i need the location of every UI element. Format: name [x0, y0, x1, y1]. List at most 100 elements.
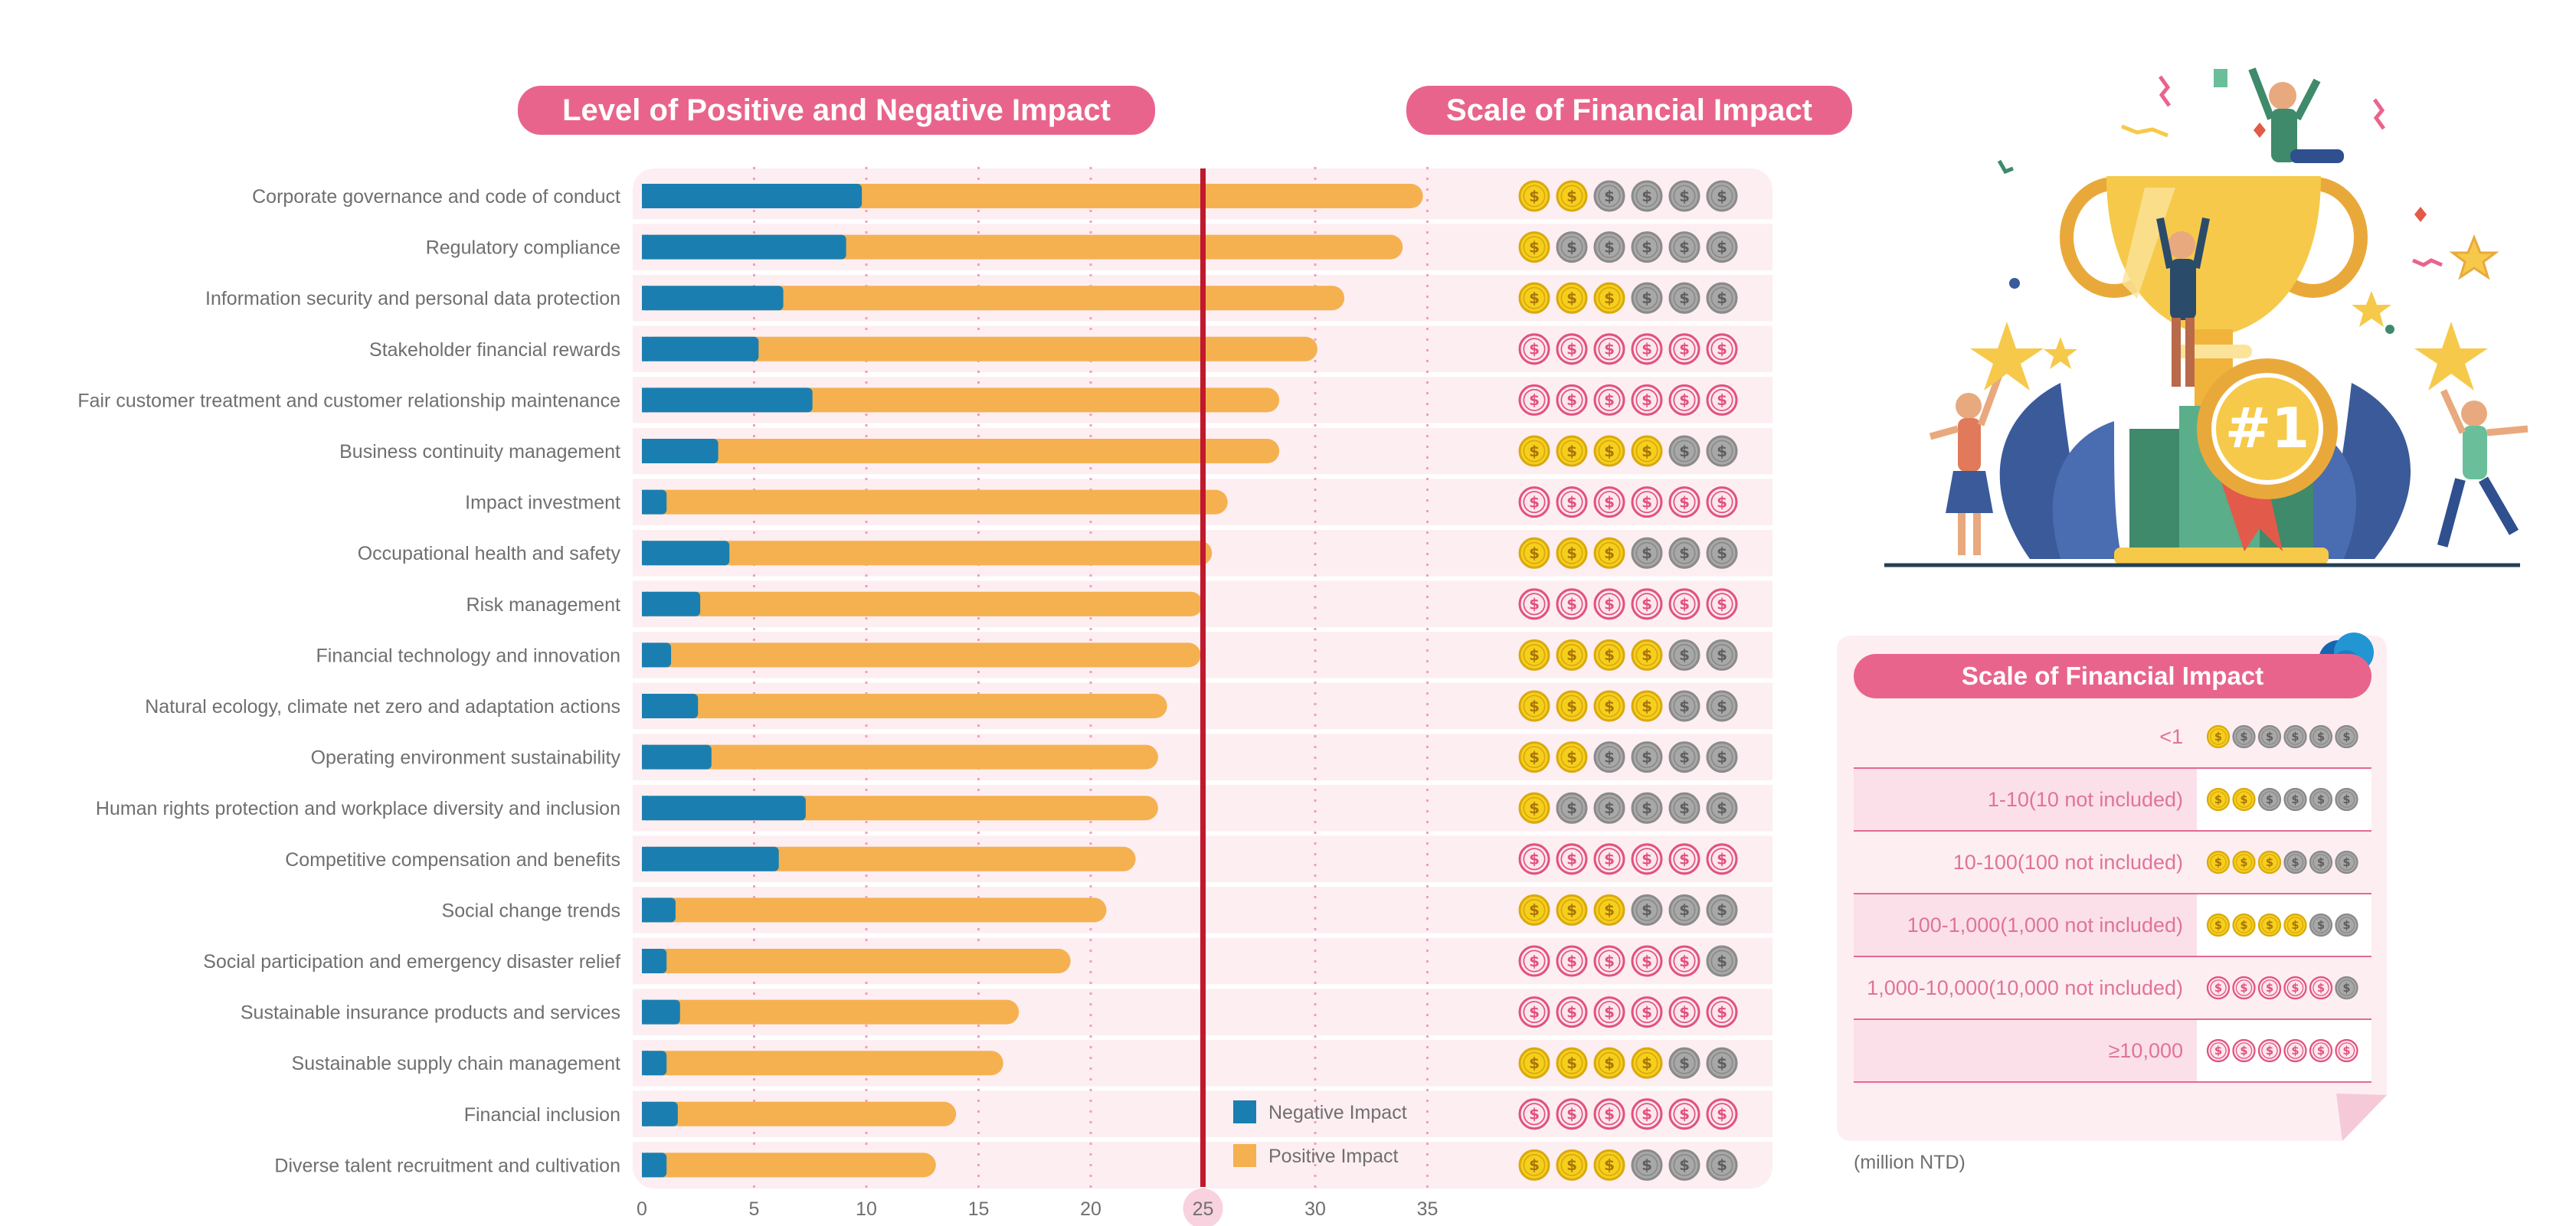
dollar-coin-icon: $	[1518, 537, 1550, 569]
svg-text:$: $	[2342, 919, 2350, 932]
dollar-coin-icon: $	[1556, 384, 1588, 416]
bar-positive-impact	[642, 897, 1107, 923]
cup-shine	[2122, 188, 2175, 299]
dollar-coin-icon: $	[1668, 1047, 1700, 1079]
svg-text:$: $	[1717, 595, 1727, 613]
svg-text:$: $	[2214, 982, 2222, 995]
bar-positive-impact	[642, 286, 1345, 311]
dollar-coin-icon: $	[1706, 333, 1738, 365]
svg-text:$: $	[2342, 731, 2350, 744]
dollar-coin-icon: $	[1706, 435, 1738, 467]
scale-coins: $ $ $ $ $ $	[2197, 769, 2371, 830]
x-tick-label: 25	[1193, 1198, 1214, 1220]
bar-negative-impact	[642, 999, 680, 1025]
svg-text:$: $	[1642, 391, 1652, 409]
svg-text:$: $	[1566, 544, 1577, 562]
svg-text:$: $	[1679, 237, 1690, 256]
svg-text:$: $	[1642, 1156, 1652, 1174]
svg-text:$: $	[1717, 850, 1727, 868]
svg-text:$: $	[1566, 1002, 1577, 1021]
dollar-coin-icon: $	[1668, 1098, 1700, 1130]
pedestal-left	[2129, 429, 2183, 551]
svg-text:$: $	[2266, 856, 2273, 869]
svg-text:$: $	[2214, 731, 2222, 744]
dollar-coin-icon: $	[1631, 843, 1663, 875]
dollar-coin-icon: $	[1706, 945, 1738, 977]
dollar-coin-icon: $	[1556, 1098, 1588, 1130]
svg-text:$: $	[1642, 492, 1652, 511]
threshold-tick-highlight	[1183, 1188, 1223, 1226]
dollar-coin-icon: $	[1668, 894, 1700, 926]
dollar-coin-icon: $	[2206, 976, 2231, 1000]
legend-label: Negative Impact	[1268, 1102, 1407, 1123]
svg-text:$: $	[1604, 595, 1615, 613]
bar-negative-impact	[642, 184, 862, 208]
bar-positive-impact	[642, 336, 1317, 361]
svg-text:$: $	[2291, 856, 2299, 869]
medal-ribbon	[2221, 482, 2283, 551]
dollar-coin-icon: $	[1556, 894, 1588, 926]
dollar-coin-icon: $	[2232, 850, 2256, 875]
bar-negative-impact-edge	[642, 949, 648, 973]
bar-negative-impact	[642, 846, 779, 871]
dollar-coin-icon: $	[2206, 850, 2231, 875]
scale-card-title: Scale of Financial Impact	[1854, 654, 2371, 698]
scale-row: 1-10(10 not included) $ $ $ $ $ $	[1854, 769, 2371, 832]
category-label: Regulatory compliance	[426, 237, 620, 259]
bar-negative-impact-edge	[642, 1051, 648, 1076]
bar-positive-impact	[642, 949, 1071, 973]
svg-text:$: $	[2266, 1045, 2273, 1058]
dollar-coin-icon: $	[1593, 282, 1625, 314]
dollar-coin-icon: $	[1706, 282, 1738, 314]
dollar-coin-icon: $	[1518, 231, 1550, 263]
svg-text:$: $	[1717, 747, 1727, 766]
bar-negative-impact-edge	[642, 387, 648, 413]
svg-text:$: $	[1679, 391, 1690, 409]
svg-text:$: $	[1679, 646, 1690, 664]
svg-text:$: $	[2291, 793, 2299, 806]
svg-text:$: $	[1604, 237, 1615, 256]
dollar-coin-icon: $	[2309, 976, 2333, 1000]
svg-text:$: $	[1642, 952, 1652, 970]
svg-text:$: $	[1717, 1156, 1727, 1174]
svg-text:$: $	[1604, 1054, 1615, 1072]
dollar-coin-icon: $	[1668, 537, 1700, 569]
svg-text:$: $	[1717, 1002, 1727, 1021]
svg-text:$: $	[1642, 747, 1652, 766]
dollar-coin-icon: $	[1668, 282, 1700, 314]
svg-text:$: $	[2317, 919, 2325, 932]
svg-text:$: $	[1717, 799, 1727, 817]
svg-text:$: $	[1717, 340, 1727, 358]
dollar-coin-icon: $	[1518, 945, 1550, 977]
svg-text:$: $	[2266, 919, 2273, 932]
svg-text:$: $	[1679, 901, 1690, 919]
svg-text:$: $	[2317, 982, 2325, 995]
dollar-coin-icon: $	[1556, 996, 1588, 1028]
bar-negative-impact	[642, 286, 784, 311]
svg-text:$: $	[1566, 289, 1577, 307]
scale-row: 100-1,000(1,000 not included) $ $ $ $ $ $	[1854, 894, 2371, 957]
svg-text:$: $	[2266, 731, 2273, 744]
impact-title: Level of Positive and Negative Impact	[518, 86, 1155, 135]
dollar-coin-icon: $	[1668, 639, 1700, 671]
dollar-coin-icon: $	[1593, 1098, 1625, 1130]
dollar-coin-icon: $	[1593, 180, 1625, 212]
svg-text:$: $	[1566, 747, 1577, 766]
svg-text:$: $	[2342, 982, 2350, 995]
bar-negative-impact-edge	[642, 1101, 648, 1126]
category-label: Financial technology and innovation	[316, 645, 621, 666]
dollar-coin-icon: $	[1668, 996, 1700, 1028]
dollar-coin-icon: $	[1668, 231, 1700, 263]
scale-range-label: ≥10,000	[2108, 1039, 2183, 1062]
dollar-coin-icon: $	[1631, 486, 1663, 518]
svg-text:$: $	[1642, 697, 1652, 715]
dollar-coin-icon: $	[1593, 1149, 1625, 1181]
dollar-coin-icon: $	[2257, 976, 2282, 1000]
dollar-coin-icon: $	[1631, 588, 1663, 620]
svg-text:$: $	[1642, 187, 1652, 205]
svg-text:$: $	[1717, 1054, 1727, 1072]
bar-negative-impact-edge	[642, 694, 648, 718]
svg-text:$: $	[2317, 856, 2325, 869]
svg-text:$: $	[1566, 850, 1577, 868]
svg-text:$: $	[1604, 850, 1615, 868]
